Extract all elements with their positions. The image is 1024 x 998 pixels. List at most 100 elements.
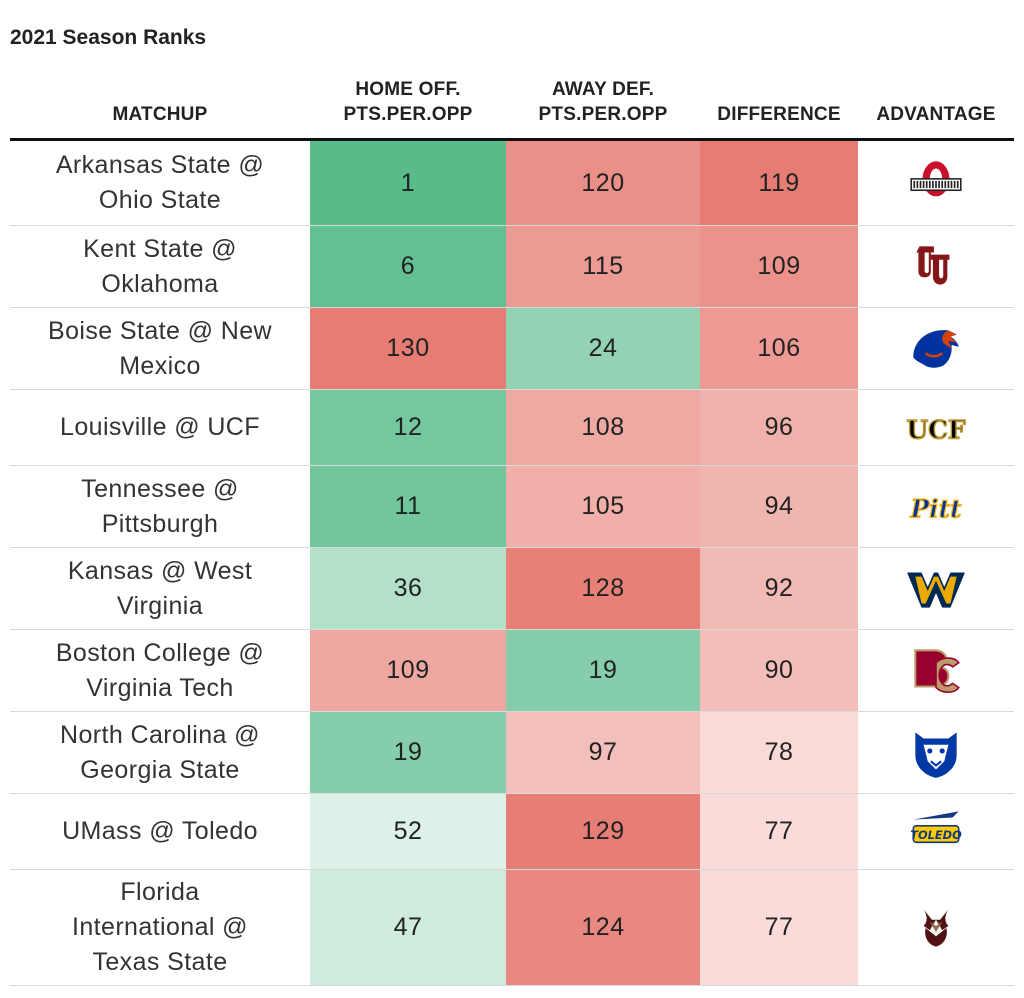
away-def-rank-cell: 19 (506, 630, 700, 711)
home-off-rank: 130 (386, 334, 430, 362)
advantage-cell (858, 630, 1014, 711)
table-row: Boise State @ New Mexico 130 24 106 (10, 308, 1014, 390)
home-off-rank: 12 (393, 413, 423, 441)
difference-value: 78 (764, 738, 794, 766)
away-def-rank-cell: 108 (506, 390, 700, 465)
matchup-line: International @ (72, 913, 248, 941)
away-def-rank: 128 (581, 574, 625, 602)
home-off-rank: 36 (393, 574, 423, 602)
table-row: Kansas @ West Virginia 36 128 92 (10, 548, 1014, 630)
matchup-cell: UMass @ Toledo (10, 794, 310, 869)
matchup-cell: Tennessee @ Pittsburgh (10, 466, 310, 547)
oklahoma-logo-icon (916, 245, 950, 285)
matchup-cell: Boston College @ Virginia Tech (10, 630, 310, 711)
away-def-rank: 120 (581, 168, 625, 197)
difference-value-cell: 106 (700, 308, 858, 389)
matchup-line: Louisville @ UCF (60, 413, 260, 441)
svg-text:Pitt: Pitt (910, 494, 963, 523)
difference-value-cell: 96 (700, 390, 858, 465)
away-def-rank: 115 (582, 252, 624, 280)
header-away-def-line2: PTS.PER.OPP (538, 104, 668, 125)
header-matchup-line: MATCHUP (112, 104, 208, 125)
chart-title: 2021 Season Ranks (10, 26, 207, 49)
header-home-off-line1: HOME OFF. (355, 79, 461, 100)
matchup-line: Georgia State (80, 755, 240, 784)
table-row: Kent State @ Oklahoma 6 115 109 (10, 226, 1014, 308)
home-off-rank-cell: 19 (310, 712, 506, 793)
matchup-cell: Kansas @ West Virginia (10, 548, 310, 629)
matchup-line: UMass @ Toledo (62, 817, 258, 845)
matchup-line: Virginia Tech (86, 673, 234, 702)
difference-value-cell: 92 (700, 548, 858, 629)
home-off-rank-cell: 11 (310, 466, 506, 547)
matchup-line: Boston College @ (55, 638, 265, 667)
matchup-line: Pittsburgh (101, 509, 219, 538)
header-away-def-line1: AWAY DEF. (551, 79, 655, 100)
table-row: North Carolina @ Georgia State 19 97 78 (10, 712, 1014, 794)
ucf-logo-icon: UCF (906, 414, 967, 444)
matchup-text: North Carolina @ Georgia State (60, 718, 260, 788)
table-row: Louisville @ UCF 12 108 96 UCF (10, 390, 1014, 466)
matchup-text: Kent State @ Oklahoma (83, 232, 237, 302)
table-row: Tennessee @ Pittsburgh 11 105 94 Pitt (10, 466, 1014, 548)
home-off-rank-cell: 52 (310, 794, 506, 869)
matchup-line: Boise State @ New (48, 316, 272, 345)
matchup-line: North Carolina @ (60, 720, 260, 749)
away-def-rank-cell: 128 (506, 548, 700, 629)
header-rule (10, 138, 1014, 141)
away-def-rank-cell: 120 (506, 141, 700, 225)
matchup-line: Arkansas State @ (55, 151, 265, 179)
header-home-off: HOME OFF. PTS.PER.OPP (310, 77, 506, 127)
advantage-cell: Pitt (858, 466, 1014, 547)
matchup-line: Kansas @ West (67, 556, 253, 585)
advantage-cell: UCF (858, 390, 1014, 465)
away-def-rank-cell: 115 (506, 226, 700, 307)
matchup-cell: Boise State @ New Mexico (10, 308, 310, 389)
pitt-logo-icon: Pitt (909, 493, 963, 523)
advantage-cell (858, 548, 1014, 629)
difference-value: 77 (764, 913, 794, 941)
away-def-rank: 24 (588, 334, 618, 362)
home-off-rank-cell: 12 (310, 390, 506, 465)
away-def-rank: 124 (581, 913, 625, 941)
header-away-def: AWAY DEF. PTS.PER.OPP (506, 77, 700, 127)
table-row: Boston College @ Virginia Tech 109 19 90 (10, 630, 1014, 712)
matchup-text: UMass @ Toledo (62, 814, 258, 849)
home-off-rank: 47 (393, 913, 423, 941)
header-difference: DIFFERENCE (700, 102, 858, 127)
matchup-line: Mexico (119, 351, 201, 380)
difference-value-cell: 119 (700, 141, 858, 225)
texas-state-logo-icon (923, 908, 949, 947)
ohio-state-logo-icon (910, 161, 962, 197)
matchup-cell: Kent State @ Oklahoma (10, 226, 310, 307)
advantage-cell (858, 141, 1014, 225)
home-off-rank-cell: 130 (310, 308, 506, 389)
difference-value: 90 (764, 656, 794, 684)
svg-text:UCF: UCF (907, 415, 966, 444)
away-def-rank-cell: 97 (506, 712, 700, 793)
matchup-line: Tennessee @ (81, 474, 239, 503)
west-virginia-logo-icon (907, 571, 965, 608)
away-def-rank: 105 (581, 492, 625, 520)
matchup-line: Florida (120, 878, 200, 906)
home-off-rank: 109 (386, 656, 430, 684)
table-row: Arkansas State @ Ohio State 1 120 119 (10, 141, 1014, 226)
boston-college-logo-icon (914, 648, 960, 693)
matchup-line: Oklahoma (101, 269, 219, 298)
matchup-text: Florida International @ Texas State (72, 875, 248, 980)
toledo-logo-icon: TOLEDO (910, 810, 962, 843)
difference-value: 94 (764, 492, 794, 520)
difference-value-cell: 78 (700, 712, 858, 793)
home-off-rank: 52 (393, 817, 423, 845)
matchup-line: Texas State (92, 948, 228, 976)
away-def-rank-cell: 24 (506, 308, 700, 389)
away-def-rank: 19 (588, 656, 618, 684)
advantage-cell (858, 712, 1014, 793)
away-def-rank: 97 (588, 738, 618, 766)
svg-text:TOLEDO: TOLEDO (910, 828, 962, 842)
advantage-cell (858, 870, 1014, 985)
header-matchup: MATCHUP (10, 102, 310, 127)
table-row: Florida International @ Texas State 47 124 77 (10, 870, 1014, 986)
advantage-cell (858, 308, 1014, 389)
matchup-text: Louisville @ UCF (60, 410, 260, 445)
